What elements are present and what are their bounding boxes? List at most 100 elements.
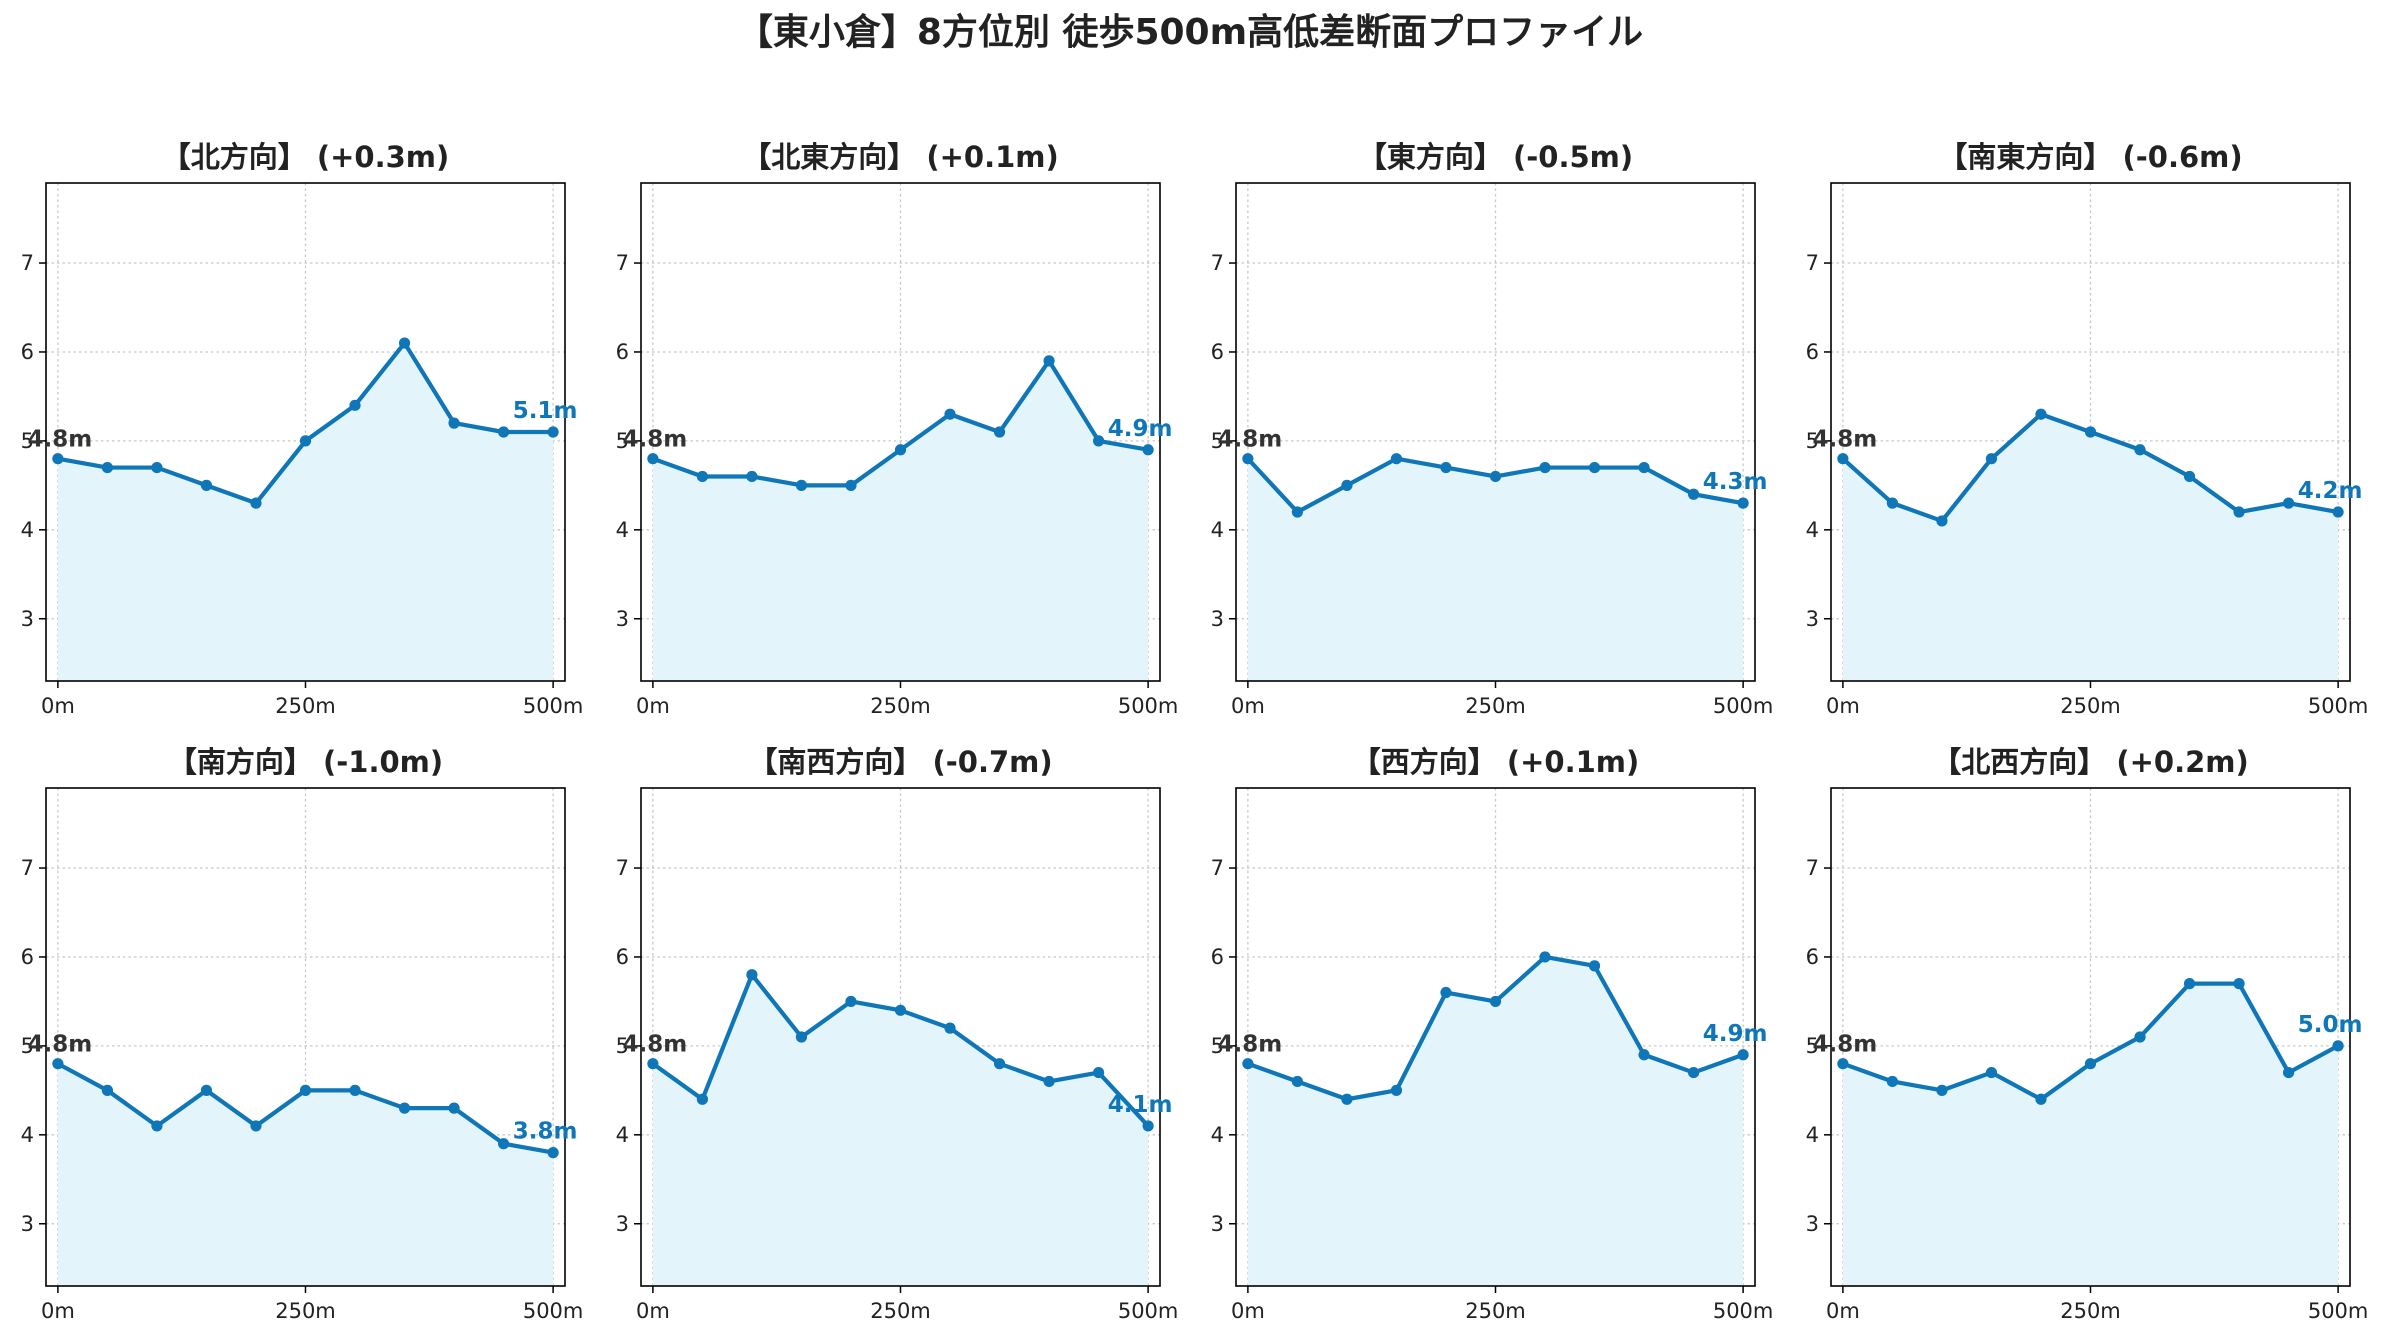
elevation-point (1142, 1120, 1154, 1132)
start-elevation-label: 4.8m (1813, 1032, 1878, 1058)
end-elevation-label: 4.1m (1108, 1092, 1173, 1118)
elevation-area (57, 343, 554, 681)
elevation-point (1638, 1049, 1650, 1061)
y-tick-label: 3 (21, 607, 34, 631)
elevation-point (1341, 479, 1353, 491)
elevation-point (1341, 1093, 1353, 1105)
elevation-point (2282, 497, 2295, 509)
elevation-point (1837, 453, 1849, 465)
y-tick-label: 7 (21, 251, 34, 275)
elevation-point (497, 426, 510, 438)
y-tick-label: 5 (21, 1034, 34, 1058)
y-tick-label: 6 (1211, 945, 1224, 969)
elevation-point (151, 1120, 163, 1132)
start-elevation-label: 4.8m (28, 1032, 93, 1058)
x-tick-label: 250m (870, 1299, 931, 1323)
start-elevation-label: 4.8m (1813, 427, 1878, 453)
elevation-point (1886, 497, 1899, 509)
y-tick-label: 4 (1211, 1123, 1224, 1147)
elevation-area (1247, 956, 1744, 1286)
y-tick-label: 3 (1211, 1212, 1224, 1236)
elevation-point (1390, 1084, 1403, 1096)
elevation-point (1539, 951, 1551, 963)
elevation-point (696, 470, 709, 483)
panel-title: 【西方向】 (+0.1m) (1352, 745, 1640, 779)
start-elevation-label: 4.8m (623, 1032, 688, 1058)
elevation-point (1489, 470, 1502, 483)
plot-frame (640, 787, 1161, 1287)
x-tick-label: 0m (1231, 1299, 1265, 1323)
figure-title: 【東小倉】8方位別 徒歩500m高低差断面プロファイル (737, 12, 1643, 53)
plot-frame (45, 787, 566, 1287)
elevation-point (1737, 1049, 1749, 1061)
elevation-point (398, 337, 411, 349)
elevation-area (1842, 983, 2339, 1286)
y-tick-label: 4 (616, 1123, 629, 1147)
panel-title: 【南西方向】 (-0.7m) (748, 745, 1052, 779)
y-tick-label: 5 (616, 429, 629, 453)
elevation-point (993, 1058, 1006, 1070)
x-tick-label: 500m (2308, 1299, 2369, 1323)
elevation-point (299, 1084, 312, 1096)
y-tick-label: 7 (616, 251, 629, 275)
elevation-point (200, 479, 213, 491)
elevation-area (652, 974, 1149, 1286)
end-elevation-label: 4.9m (1703, 1021, 1768, 1047)
elevation-point (2035, 1093, 2047, 1105)
elevation-point (845, 995, 857, 1008)
y-tick-label: 7 (1211, 856, 1224, 880)
elevation-point (250, 497, 262, 509)
profile-panel: 【東方向】 (-0.5m) 0m 250m 500m 3 4 5 6 7 4.8m 4.3m (1211, 140, 1774, 718)
x-tick-label: 500m (1713, 1299, 1774, 1323)
elevation-point (993, 426, 1006, 438)
elevation-area (1842, 414, 2339, 681)
elevation-point (1142, 444, 1154, 456)
x-tick-label: 500m (523, 1299, 584, 1323)
profile-panel: 【北西方向】 (+0.2m) 0m 250m 500m 3 4 5 6 7 4.8m 5.0m (1806, 745, 2369, 1323)
elevation-point (2084, 426, 2097, 438)
elevation-point (547, 1147, 559, 1159)
profile-panel: 【北方向】 (+0.3m) 0m 250m 500m 3 4 5 6 7 4.8m 5.1m (21, 140, 584, 718)
elevation-point (497, 1138, 510, 1150)
profile-panel: 【南方向】 (-1.0m) 0m 250m 500m 3 4 5 6 7 4.8m 3.8m (21, 745, 584, 1323)
elevation-point (200, 1084, 213, 1096)
elevation-point (647, 453, 659, 465)
elevation-point (250, 1120, 262, 1132)
end-elevation-label: 5.0m (2298, 1012, 2363, 1038)
plot-frame (45, 182, 566, 682)
elevation-point (1440, 986, 1452, 999)
elevation-point (2332, 506, 2344, 518)
elevation-point (1489, 995, 1502, 1008)
elevation-point (647, 1058, 659, 1070)
y-tick-label: 7 (1806, 251, 1819, 275)
y-tick-label: 6 (21, 340, 34, 364)
panel-title: 【北東方向】 (+0.1m) (742, 140, 1059, 174)
x-tick-label: 0m (41, 694, 75, 718)
profile-panel: 【南西方向】 (-0.7m) 0m 250m 500m 3 4 5 6 7 4.8m 4.1m (616, 745, 1179, 1323)
elevation-point (2035, 408, 2047, 420)
x-tick-label: 0m (41, 1299, 75, 1323)
elevation-point (2183, 978, 2196, 990)
elevation-point (349, 399, 361, 411)
elevation-point (1936, 515, 1948, 527)
end-elevation-label: 3.8m (513, 1119, 578, 1145)
elevation-point (1440, 461, 1452, 474)
x-tick-label: 0m (636, 694, 670, 718)
y-tick-label: 4 (1806, 1123, 1819, 1147)
panel-grid: 【北方向】 (+0.3m) 0m 250m 500m 3 4 5 6 7 4.8m 5.1m 【北東方… (21, 140, 2369, 1323)
elevation-point (1092, 435, 1105, 447)
elevation-point (299, 435, 312, 447)
elevation-point (1291, 1075, 1304, 1088)
elevation-area (57, 1063, 554, 1286)
panel-title: 【南東方向】 (-0.6m) (1938, 140, 2242, 174)
elevation-point (2183, 470, 2196, 483)
elevation-point (944, 408, 956, 420)
elevation-point (1588, 461, 1601, 474)
elevation-point (101, 1084, 114, 1096)
elevation-point (1242, 1058, 1254, 1070)
start-elevation-label: 4.8m (623, 427, 688, 453)
elevation-point (1043, 1075, 1055, 1088)
y-tick-label: 4 (1806, 518, 1819, 542)
elevation-point (1985, 1066, 1998, 1079)
x-tick-label: 250m (870, 694, 931, 718)
